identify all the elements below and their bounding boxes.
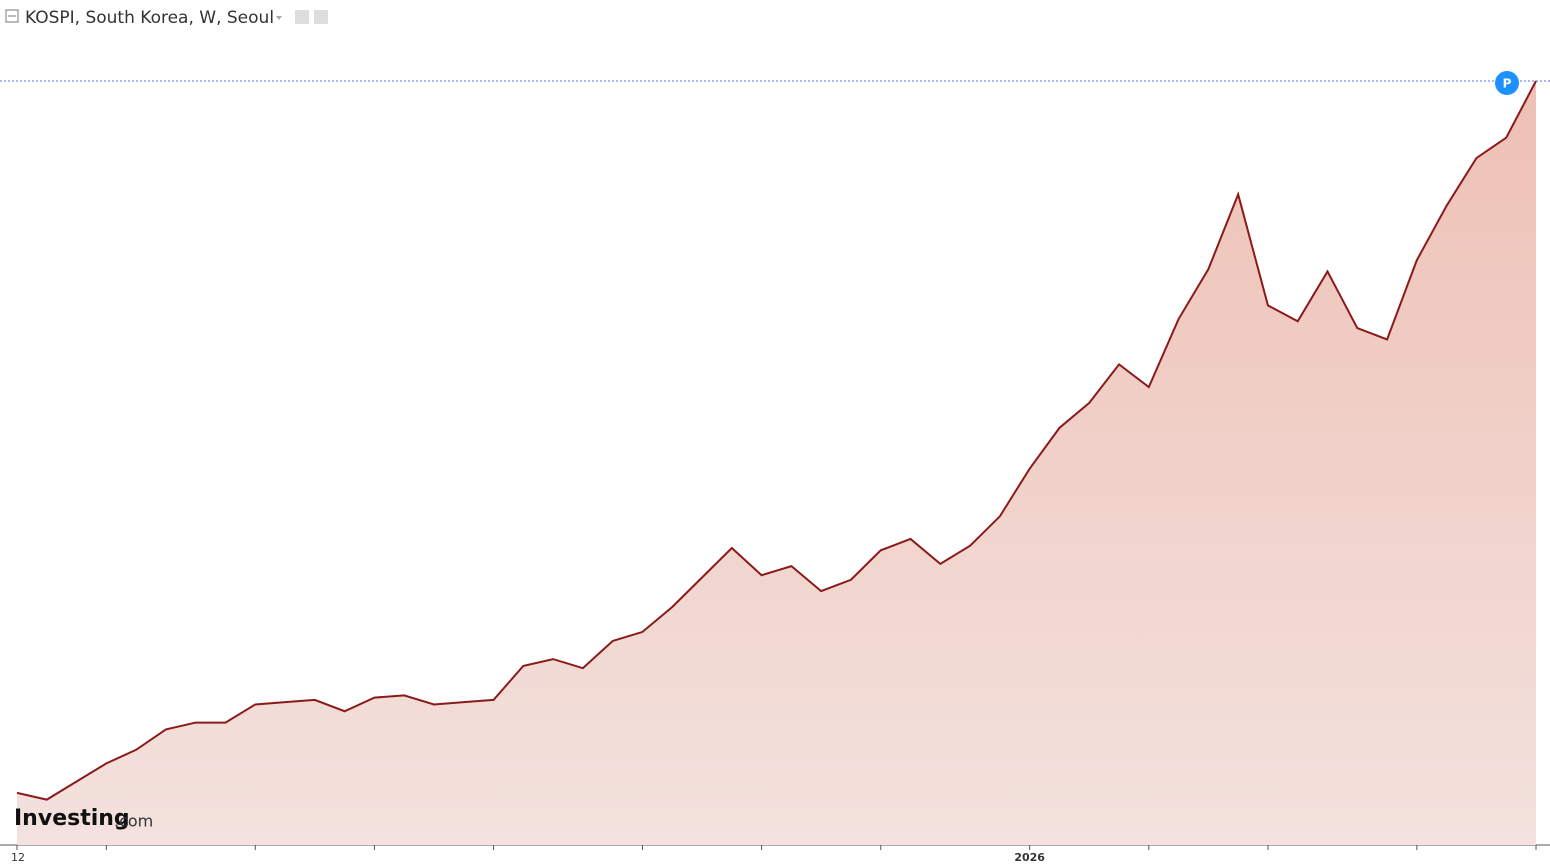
price-line	[16, 80, 1537, 801]
settings-icon[interactable]	[295, 10, 309, 24]
chart-title: KOSPI, South Korea, W, Seoul	[25, 8, 274, 28]
badge-label: P	[1503, 77, 1512, 91]
badge	[1495, 71, 1519, 95]
logo-suffix: .com	[114, 812, 153, 831]
logo: Investing	[14, 806, 130, 831]
x-tick-label: 12	[11, 851, 25, 864]
dropdown-arrow[interactable]	[276, 16, 282, 20]
x-tick-label: 2026	[1014, 851, 1045, 864]
area-fill	[17, 81, 1536, 845]
settings-icon[interactable]	[314, 10, 328, 24]
